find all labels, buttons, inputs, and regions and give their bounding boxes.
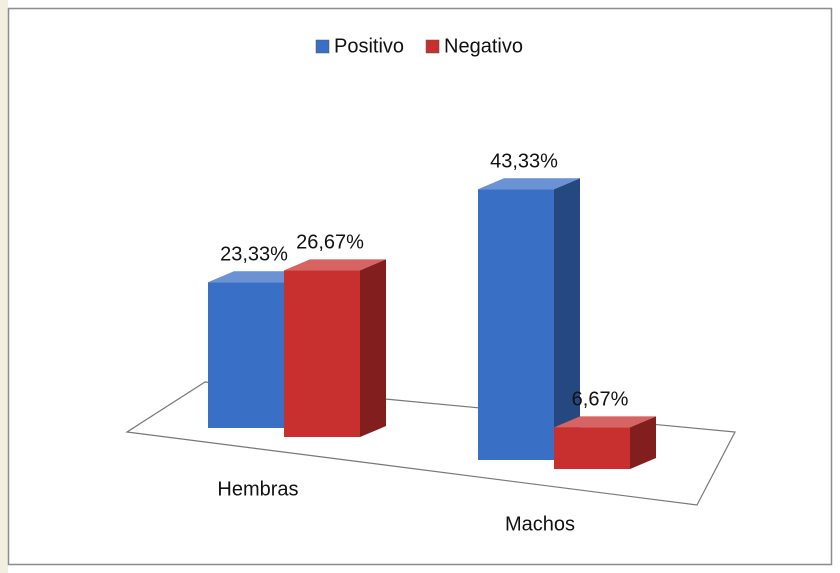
bar-front bbox=[284, 270, 360, 437]
bar-front bbox=[554, 427, 630, 469]
bar-top bbox=[478, 178, 580, 190]
bar bbox=[478, 178, 580, 460]
bar-side-shade bbox=[630, 416, 656, 469]
legend-label: Negativo bbox=[444, 35, 523, 57]
bar-side-shade bbox=[360, 259, 386, 437]
left-edge bbox=[0, 0, 8, 573]
legend-swatch bbox=[425, 39, 440, 54]
bar-side-shade bbox=[554, 178, 580, 460]
bar-side bbox=[630, 416, 656, 469]
x-tick-label: Machos bbox=[505, 513, 575, 535]
legend-label: Positivo bbox=[334, 35, 404, 57]
bar-side bbox=[554, 178, 580, 460]
x-tick-label: Hembras bbox=[217, 478, 298, 500]
bar-top-shade bbox=[478, 178, 580, 190]
bar bbox=[554, 416, 656, 469]
bar-front bbox=[478, 189, 554, 460]
bar-top-shade bbox=[554, 416, 656, 428]
data-label: 26,67% bbox=[296, 232, 364, 254]
bar bbox=[284, 259, 386, 437]
bar-top bbox=[554, 416, 656, 428]
bar-top bbox=[284, 259, 386, 271]
data-label: 6,67% bbox=[572, 389, 629, 411]
bar-front bbox=[208, 282, 284, 428]
bar-top-shade bbox=[284, 259, 386, 271]
data-label: 23,33% bbox=[220, 243, 288, 265]
data-label: 43,33% bbox=[490, 150, 558, 172]
bar-side bbox=[360, 259, 386, 437]
legend-swatch bbox=[315, 39, 330, 54]
